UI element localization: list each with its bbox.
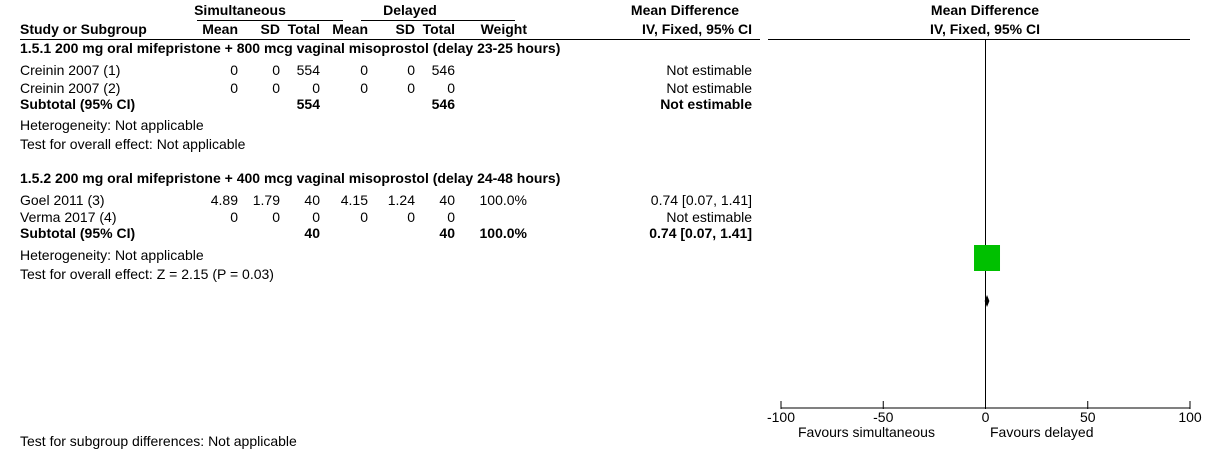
cell-total1: 0 <box>312 209 320 225</box>
cell-total2: 0 <box>447 80 455 96</box>
col-sd1: SD <box>260 21 280 37</box>
cell-total2: 546 <box>431 62 455 78</box>
col-total2: Total <box>422 21 455 37</box>
heterogeneity-text: Heterogeneity: Not applicable <box>20 117 204 133</box>
x-tick-label: -100 <box>767 409 795 425</box>
subtotal-total2: 546 <box>431 96 455 112</box>
cell-weight: 100.0% <box>479 192 527 208</box>
cell-sd1: 1.79 <box>252 192 280 208</box>
cell-mean2: 0 <box>360 62 368 78</box>
overall-effect-text: Test for overall effect: Not applicable <box>20 136 246 152</box>
col-mean2: Mean <box>332 21 368 37</box>
subtotal-total1: 554 <box>296 96 320 112</box>
study-name: Creinin 2007 (2) <box>20 80 121 96</box>
subtotal-total2: 40 <box>439 225 455 241</box>
cell-sd2: 0 <box>407 209 415 225</box>
cell-sd1: 0 <box>272 209 280 225</box>
col-weight: Weight <box>480 21 527 37</box>
heterogeneity-text: Heterogeneity: Not applicable <box>20 247 204 263</box>
group1-header: Simultaneous <box>194 2 286 18</box>
cell-mean1: 4.89 <box>210 192 238 208</box>
favours-right-label: Favours delayed <box>990 424 1094 440</box>
cell-mean2: 4.15 <box>340 192 368 208</box>
group2-underline <box>361 20 515 21</box>
col-method: IV, Fixed, 95% CI <box>642 21 752 37</box>
group2-header: Delayed <box>383 2 437 18</box>
subtotal-label: Subtotal (95% CI) <box>20 225 136 241</box>
x-tick-label: 100 <box>1178 409 1202 425</box>
cell-mean1: 0 <box>230 209 238 225</box>
study-name: Creinin 2007 (1) <box>20 62 121 78</box>
cell-mean2: 0 <box>360 209 368 225</box>
x-tick-label: 50 <box>1080 409 1096 425</box>
subtotal-total1: 40 <box>304 225 320 241</box>
cell-sd1: 0 <box>272 80 280 96</box>
header-rule-left <box>20 39 760 40</box>
header-rule-right <box>768 39 1190 40</box>
col-study: Study or Subgroup <box>20 21 147 37</box>
effect-title: Mean Difference <box>630 2 740 18</box>
subtotal-effect: 0.74 [0.07, 1.41] <box>649 225 752 241</box>
subtotal-label: Subtotal (95% CI) <box>20 96 136 112</box>
cell-sd2: 0 <box>407 62 415 78</box>
x-tick-label: 0 <box>982 409 990 425</box>
cell-total1: 0 <box>312 80 320 96</box>
cell-total2: 40 <box>439 192 455 208</box>
subgroup-title: 1.5.1 200 mg oral mifepristone + 800 mcg… <box>20 40 561 56</box>
overall-effect-text: Test for overall effect: Z = 2.15 (P = 0… <box>20 266 274 282</box>
study-name: Verma 2017 (4) <box>20 209 117 225</box>
subtotal-weight: 100.0% <box>479 225 527 241</box>
cell-effect: Not estimable <box>666 209 752 225</box>
col-sd2: SD <box>395 21 415 37</box>
cell-sd1: 0 <box>272 62 280 78</box>
favours-left-label: Favours simultaneous <box>798 424 935 440</box>
cell-mean2: 0 <box>360 80 368 96</box>
col-mean1: Mean <box>202 21 238 37</box>
cell-effect: Not estimable <box>666 80 752 96</box>
cell-sd2: 1.24 <box>387 192 415 208</box>
subgroup-title: 1.5.2 200 mg oral mifepristone + 400 mcg… <box>20 170 561 186</box>
subtotal-diamond <box>984 295 990 307</box>
cell-total1: 554 <box>296 62 320 78</box>
cell-total1: 40 <box>304 192 320 208</box>
subtotal-effect: Not estimable <box>660 96 752 112</box>
study-name: Goel 2011 (3) <box>20 192 105 208</box>
col-total1: Total <box>287 21 320 37</box>
cell-sd2: 0 <box>407 80 415 96</box>
x-tick-label: -50 <box>873 409 893 425</box>
cell-effect: Not estimable <box>666 62 752 78</box>
cell-mean1: 0 <box>230 62 238 78</box>
cell-mean1: 0 <box>230 80 238 96</box>
study-effect-box <box>974 245 1001 271</box>
cell-total2: 0 <box>447 209 455 225</box>
cell-effect: 0.74 [0.07, 1.41] <box>650 192 752 208</box>
plot-title: Mean Difference <box>930 2 1040 18</box>
group1-underline <box>197 20 343 21</box>
plot-method: IV, Fixed, 95% CI <box>930 21 1040 37</box>
